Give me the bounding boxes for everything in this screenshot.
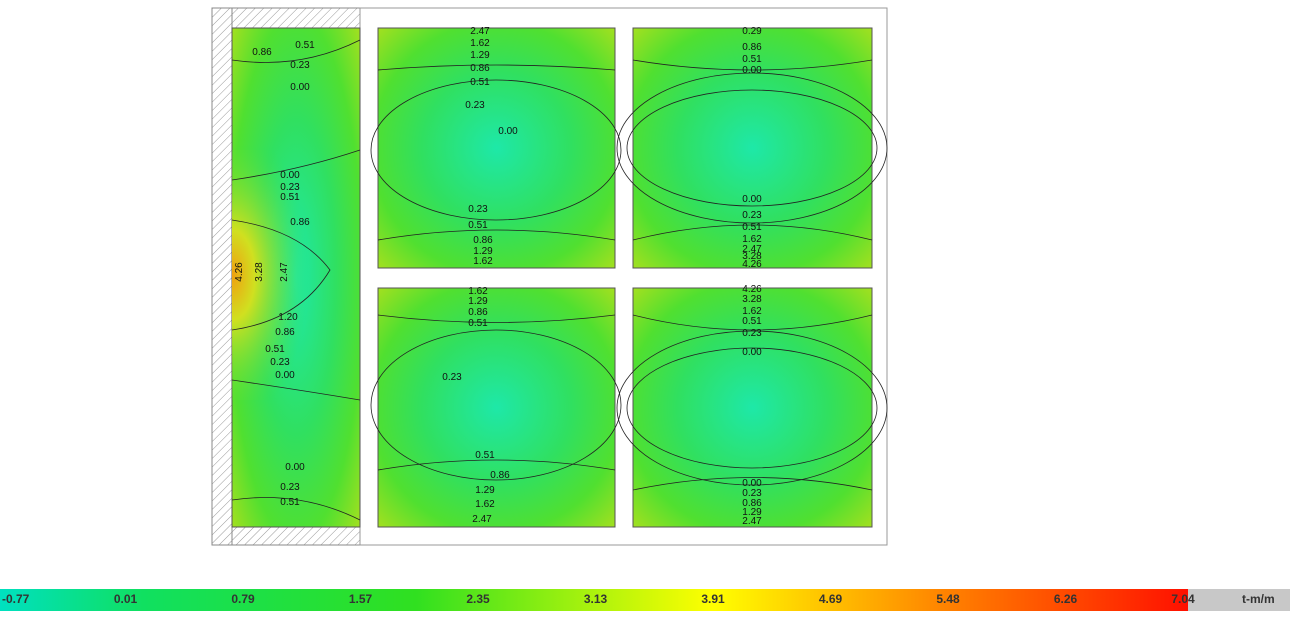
contour-label: 0.86: [742, 42, 762, 53]
contour-label: 3.28: [254, 262, 265, 282]
contour-label: 0.51: [468, 318, 488, 329]
contour-label: 1.29: [475, 485, 495, 496]
contour-label: 3.28: [742, 294, 762, 305]
contour-label: 1.62: [468, 286, 488, 297]
scale-tick-label: 0.01: [114, 592, 138, 606]
contour-label: 0.86: [275, 327, 295, 338]
scale-tick-label: 5.48: [936, 592, 960, 606]
scale-tick-label: 3.91: [701, 592, 725, 606]
contour-label: 2.47: [279, 262, 290, 282]
contour-label: 0.00: [285, 462, 305, 473]
contour-label: 0.23: [742, 488, 762, 499]
contour-label: 0.51: [475, 450, 495, 461]
contour-label: 0.51: [742, 316, 762, 327]
contour-label: 0.86: [490, 470, 510, 481]
contour-label: 0.23: [280, 482, 300, 493]
contour-label: 0.51: [470, 77, 490, 88]
contour-label: 0.51: [468, 220, 488, 231]
unit-label: t-m/m: [1242, 592, 1275, 606]
contour-label: 1.29: [470, 50, 490, 61]
scale-tick-label: 6.26: [1054, 592, 1078, 606]
contour-label: 0.23: [442, 372, 462, 383]
color-scale: [0, 589, 1188, 611]
contour-label: 0.86: [473, 235, 493, 246]
contour-label: 0.86: [252, 47, 272, 58]
contour-label: 0.51: [295, 40, 315, 51]
contour-label: 1.20: [278, 312, 298, 323]
contour-label: 1.62: [475, 499, 495, 510]
scale-tick-label: 1.57: [349, 592, 373, 606]
scale-tick-label: 7.04: [1171, 592, 1195, 606]
contour-label: 1.62: [742, 234, 762, 245]
contour-label: 0.00: [742, 347, 762, 358]
contour-label: 1.62: [742, 306, 762, 317]
contour-label: 0.23: [290, 60, 310, 71]
contour-label: 1.62: [470, 38, 490, 49]
contour-label: 0.86: [470, 63, 490, 74]
contour-label: 1.29: [468, 296, 488, 307]
contour-label: 1.62: [473, 256, 493, 267]
contour-label: 0.51: [280, 192, 300, 203]
contour-label: 0.23: [742, 328, 762, 339]
contour-label: 0.00: [275, 370, 295, 381]
contour-label: 0.00: [742, 65, 762, 76]
scale-tick-label: 0.79: [231, 592, 255, 606]
contour-label: 1.29: [473, 246, 493, 257]
contour-label: 0.86: [468, 307, 488, 318]
color-scale-end: [1188, 589, 1290, 611]
contour-label: 0.51: [265, 344, 285, 355]
slab-panels: [231, 27, 888, 528]
contour-label: 0.00: [290, 82, 310, 93]
contour-label: 4.26: [234, 262, 245, 282]
contour-label: 0.23: [742, 210, 762, 221]
contour-label: 4.26: [742, 259, 762, 270]
contour-label: 2.47: [742, 244, 762, 255]
contour-label: 0.00: [742, 194, 762, 205]
contour-label: 0.23: [468, 204, 488, 215]
contour-label: 4.26: [742, 284, 762, 295]
contour-label: 0.00: [498, 126, 518, 137]
contour-label: 0.29: [742, 26, 762, 37]
contour-label: 3.28: [742, 251, 762, 262]
scale-tick-label: -0.77: [2, 592, 30, 606]
contour-label: 0.23: [465, 100, 485, 111]
contour-label: 1.29: [742, 507, 762, 518]
contour-label: 0.51: [742, 54, 762, 65]
contour-label: 0.00: [742, 478, 762, 489]
contour-label: 0.23: [280, 182, 300, 193]
contour-label: 0.51: [280, 497, 300, 508]
contour-label: 0.51: [742, 222, 762, 233]
contour-label: 0.86: [290, 217, 310, 228]
scale-tick-label: 4.69: [819, 592, 843, 606]
contour-label: 2.47: [470, 26, 490, 37]
contour-label: 0.00: [280, 170, 300, 181]
contour-label: 0.23: [270, 357, 290, 368]
scale-tick-label: 2.35: [466, 592, 490, 606]
scale-tick-label: 3.13: [584, 592, 608, 606]
contour-label: 2.47: [472, 514, 492, 525]
contour-label: 0.86: [742, 498, 762, 509]
contour-label: 2.47: [742, 516, 762, 527]
